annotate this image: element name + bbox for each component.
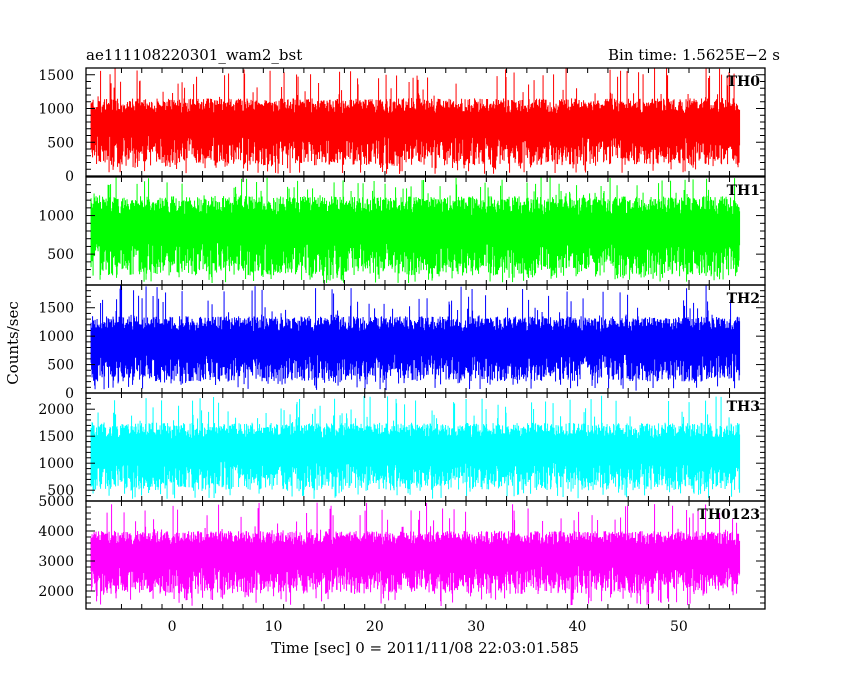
y-tick-label: 3000 [38, 554, 74, 570]
y-tick-label: 1000 [38, 209, 74, 225]
y-tick-label: 1000 [38, 102, 74, 118]
series-th1 [90, 177, 741, 283]
series-th0123 [90, 502, 741, 606]
chart-title-right: Bin time: 1.5625E−2 s [608, 46, 780, 64]
x-tick-label: 10 [265, 619, 283, 635]
y-tick-label: 2000 [38, 402, 74, 418]
y-tick-label: 500 [47, 247, 74, 263]
x-tick-label: 0 [168, 619, 177, 635]
x-tick-label: 40 [569, 619, 587, 635]
panel-label-th0: TH0 [727, 74, 761, 90]
y-tick-label: 2000 [38, 584, 74, 600]
y-tick-label: 500 [47, 483, 74, 499]
y-tick-label: 5000 [38, 494, 74, 510]
series-th0 [90, 68, 741, 174]
y-tick-label: 1500 [38, 301, 74, 317]
y-tick-label: 1000 [38, 456, 74, 472]
y-tick-label: 1500 [38, 68, 74, 84]
panel-th0123: 2000 3000 4000 5000 TH0123 [38, 494, 766, 610]
x-tick-label: 20 [366, 619, 384, 635]
panel-th3: 500 1000 1500 2000 TH3 [38, 392, 766, 502]
panel-label-th0123: TH0123 [697, 507, 760, 523]
y-tick-label: 1000 [38, 329, 74, 345]
y-tick-label: 500 [47, 135, 74, 151]
y-tick-label: 4000 [38, 524, 74, 540]
panel-th0: 0 500 1000 1500 TH0 [38, 67, 766, 185]
y-axis-label: Counts/sec [4, 301, 22, 385]
panel-th2: 0 500 1000 1500 TH2 [38, 284, 766, 402]
panel-label-th3: TH3 [727, 399, 760, 415]
panel-th1: 500 1000 TH1 [38, 176, 766, 286]
y-tick-label: 500 [47, 358, 74, 374]
y-tick-label: 1500 [38, 429, 74, 445]
series-th2 [90, 285, 741, 391]
x-tick-label: 30 [467, 619, 485, 635]
y-tick-label: 0 [65, 169, 74, 185]
x-tick-label: 50 [670, 619, 688, 635]
panel-label-th2: TH2 [727, 291, 760, 307]
chart-title-left: ae111108220301_wam2_bst [86, 46, 302, 64]
panel-label-th1: TH1 [727, 183, 760, 199]
x-axis-label: Time [sec] 0 = 2011/11/08 22:03:01.585 [271, 639, 579, 657]
series-th3 [90, 395, 741, 499]
y-tick-label: 0 [65, 386, 74, 402]
